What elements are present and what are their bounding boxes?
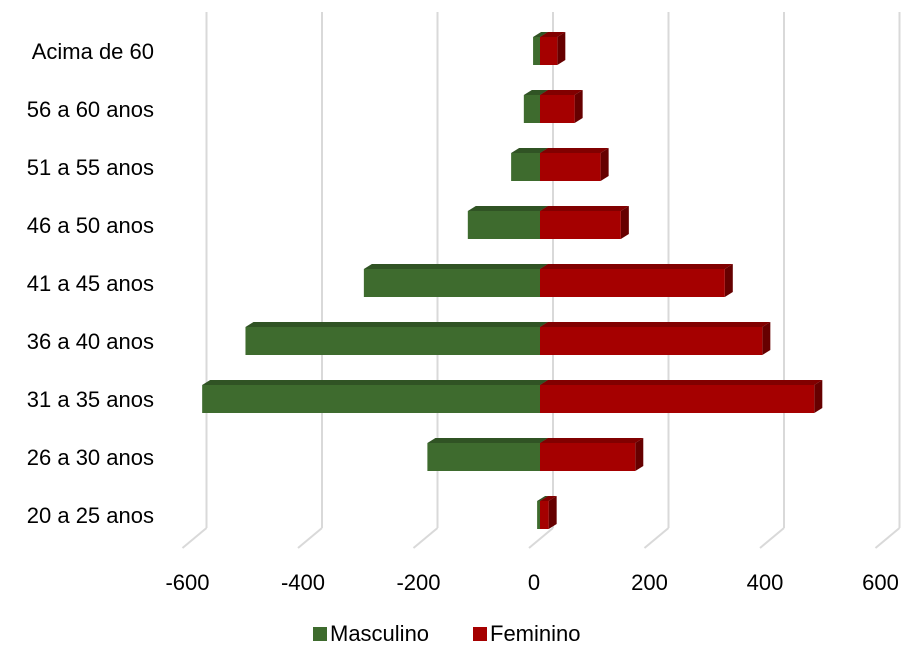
category-label: 20 a 25 anos — [27, 503, 154, 528]
category-label: 26 a 30 anos — [27, 445, 154, 470]
category-label: 51 a 55 anos — [27, 155, 154, 180]
bar-feminino-side-face — [620, 206, 629, 239]
bar-masculino — [363, 264, 548, 297]
legend-swatch — [313, 627, 327, 641]
bar-feminino-front-face — [540, 385, 815, 413]
bar-feminino-front-face — [540, 95, 575, 123]
bar-masculino-top-face — [427, 438, 548, 443]
bar-feminino — [540, 322, 771, 355]
bar-masculino-top-face — [537, 496, 548, 501]
bar-masculino-top-face — [467, 206, 548, 211]
bar-feminino-top-face — [540, 496, 557, 501]
category-label: 36 a 40 anos — [27, 329, 154, 354]
bar-feminino-side-face — [574, 90, 583, 123]
x-tick-label: -400 — [281, 570, 325, 595]
legend-label: Feminino — [490, 621, 580, 645]
gridline-floor — [759, 527, 785, 549]
bar-feminino — [540, 32, 566, 65]
bar-masculino-top-face — [511, 148, 548, 153]
gridline-floor — [412, 527, 439, 549]
bar-feminino — [540, 148, 609, 181]
bar-masculino-front-face — [523, 95, 540, 123]
category-label: 46 a 50 anos — [27, 213, 154, 238]
bar-masculino-front-face — [202, 385, 540, 413]
bar-feminino-front-face — [540, 37, 558, 65]
category-label: 31 a 35 anos — [27, 387, 154, 412]
bar-feminino-front-face — [540, 327, 763, 355]
bar-feminino-side-face — [600, 148, 609, 181]
bar-feminino-top-face — [540, 380, 823, 385]
bar-masculino — [467, 206, 548, 239]
bar-feminino — [540, 380, 823, 413]
bar-feminino-top-face — [540, 206, 629, 211]
legend-label: Masculino — [330, 621, 429, 645]
bar-feminino-front-face — [540, 443, 636, 471]
bars — [202, 32, 823, 529]
gridline-floor — [528, 527, 554, 549]
bar-feminino — [540, 90, 583, 123]
bar-masculino-front-face — [427, 443, 540, 471]
bar-masculino-front-face — [533, 37, 540, 65]
bar-masculino-top-face — [533, 32, 548, 37]
bar-feminino-front-face — [540, 501, 549, 529]
bar-masculino-front-face — [363, 269, 540, 297]
gridline-floor — [297, 527, 323, 549]
legend-item-masculino: Masculino — [313, 621, 429, 646]
legend: Masculino Feminino — [313, 621, 580, 646]
x-tick-label: 600 — [862, 570, 899, 595]
category-label: 41 a 45 anos — [27, 271, 154, 296]
bar-masculino — [427, 438, 548, 471]
bar-masculino-top-face — [363, 264, 548, 269]
bar-feminino-top-face — [540, 322, 771, 327]
bar-masculino-top-face — [523, 90, 548, 95]
bar-masculino-front-face — [245, 327, 540, 355]
bar-feminino-side-face — [548, 496, 557, 529]
bar-feminino — [540, 206, 629, 239]
bar-feminino-side-face — [635, 438, 644, 471]
gridline-floor — [874, 527, 901, 549]
category-label: 56 a 60 anos — [27, 97, 154, 122]
bar-feminino — [540, 496, 557, 529]
bar-feminino — [540, 264, 733, 297]
x-tick-label: -600 — [165, 570, 209, 595]
bar-masculino-front-face — [511, 153, 540, 181]
bar-masculino-top-face — [245, 322, 548, 327]
bar-feminino-top-face — [540, 32, 566, 37]
gridline-floor — [643, 527, 670, 549]
bar-masculino-front-face — [537, 501, 540, 529]
bar-feminino-top-face — [540, 264, 733, 269]
category-labels: 20 a 25 anos 26 a 30 anos 31 a 35 anos 36 a… — [27, 39, 154, 528]
bar-masculino-front-face — [467, 211, 540, 239]
bar-masculino-top-face — [202, 380, 548, 385]
bar-feminino-side-face — [557, 32, 566, 65]
legend-item-feminino: Feminino — [473, 621, 580, 646]
bar-feminino — [540, 438, 644, 471]
bar-feminino-side-face — [814, 380, 823, 413]
bar-feminino-front-face — [540, 153, 601, 181]
x-tick-label: 400 — [747, 570, 784, 595]
bar-masculino — [245, 322, 548, 355]
bar-feminino-side-face — [762, 322, 771, 355]
bar-masculino — [202, 380, 548, 413]
bar-feminino-top-face — [540, 90, 583, 95]
category-label: Acima de 60 — [32, 39, 154, 64]
bar-feminino-top-face — [540, 148, 609, 153]
gridline-floor — [181, 527, 208, 549]
legend-swatch — [473, 627, 487, 641]
bar-feminino-front-face — [540, 269, 725, 297]
x-tick-labels: -600 -400 -200 0 200 400 600 — [165, 570, 898, 595]
bar-feminino-front-face — [540, 211, 621, 239]
x-tick-label: 0 — [528, 570, 540, 595]
x-tick-label: 200 — [631, 570, 668, 595]
bar-feminino-side-face — [724, 264, 733, 297]
x-tick-label: -200 — [396, 570, 440, 595]
bar-feminino-top-face — [540, 438, 644, 443]
